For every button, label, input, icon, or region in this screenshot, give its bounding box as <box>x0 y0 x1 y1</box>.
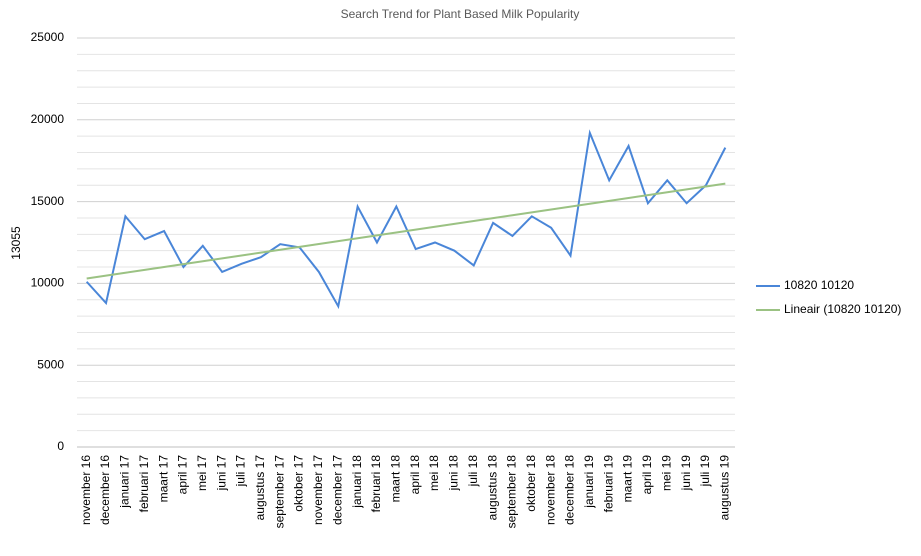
x-tick-label: augustus 17 <box>253 455 267 521</box>
x-tick-label: februari 19 <box>601 455 615 513</box>
x-tick-label: januari 18 <box>350 455 364 509</box>
x-tick-label: februari 18 <box>369 455 383 513</box>
x-tick-label: november 16 <box>79 455 93 525</box>
x-tick-label: april 18 <box>408 455 422 495</box>
legend-label: 10820 10120 <box>784 278 854 292</box>
x-tick-label: juni 17 <box>214 455 228 492</box>
x-tick-label: januari 17 <box>118 455 132 509</box>
x-tick-label: juni 18 <box>447 455 461 492</box>
x-tick-label: oktober 18 <box>524 455 538 512</box>
x-tick-label: mei 19 <box>659 455 673 491</box>
y-tick-label: 15000 <box>31 194 65 208</box>
x-tick-label: november 18 <box>543 455 557 525</box>
x-tick-label: september 18 <box>505 455 519 529</box>
x-tick-label: oktober 17 <box>292 455 306 512</box>
x-tick-label: juli 17 <box>234 455 248 488</box>
legend-label: Lineair (10820 10120) <box>784 302 901 316</box>
x-tick-label: februari 17 <box>137 455 151 513</box>
x-tick-label: december 18 <box>563 455 577 525</box>
x-tick-label: maart 18 <box>388 455 402 503</box>
x-tick-label: augustus 18 <box>485 455 499 521</box>
y-tick-label: 20000 <box>31 112 65 126</box>
x-tick-label: april 17 <box>176 455 190 495</box>
x-tick-label: maart 17 <box>156 455 170 503</box>
x-tick-label: april 19 <box>640 455 654 495</box>
y-axis-label: 13055 <box>9 226 23 260</box>
y-tick-label: 0 <box>57 439 64 453</box>
x-tick-label: juli 19 <box>698 455 712 488</box>
series-line <box>85 129 727 310</box>
x-tick-label: mei 17 <box>195 455 209 491</box>
x-tick-label: maart 19 <box>621 455 635 503</box>
x-tick-label: mei 18 <box>427 455 441 491</box>
x-tick-label: juni 19 <box>679 455 693 492</box>
x-tick-label: januari 19 <box>582 455 596 509</box>
y-tick-label: 10000 <box>31 276 65 290</box>
chart-title: Search Trend for Plant Based Milk Popula… <box>341 7 580 21</box>
y-tick-label: 25000 <box>31 30 65 44</box>
series-line <box>86 182 726 280</box>
x-tick-label: december 17 <box>330 455 344 525</box>
x-tick-label: juli 18 <box>466 455 480 488</box>
x-tick-label: december 16 <box>98 455 112 525</box>
y-tick-label: 5000 <box>37 357 64 371</box>
x-tick-label: augustus 19 <box>717 455 731 521</box>
x-tick-label: september 17 <box>272 455 286 529</box>
x-tick-label: november 17 <box>311 455 325 525</box>
